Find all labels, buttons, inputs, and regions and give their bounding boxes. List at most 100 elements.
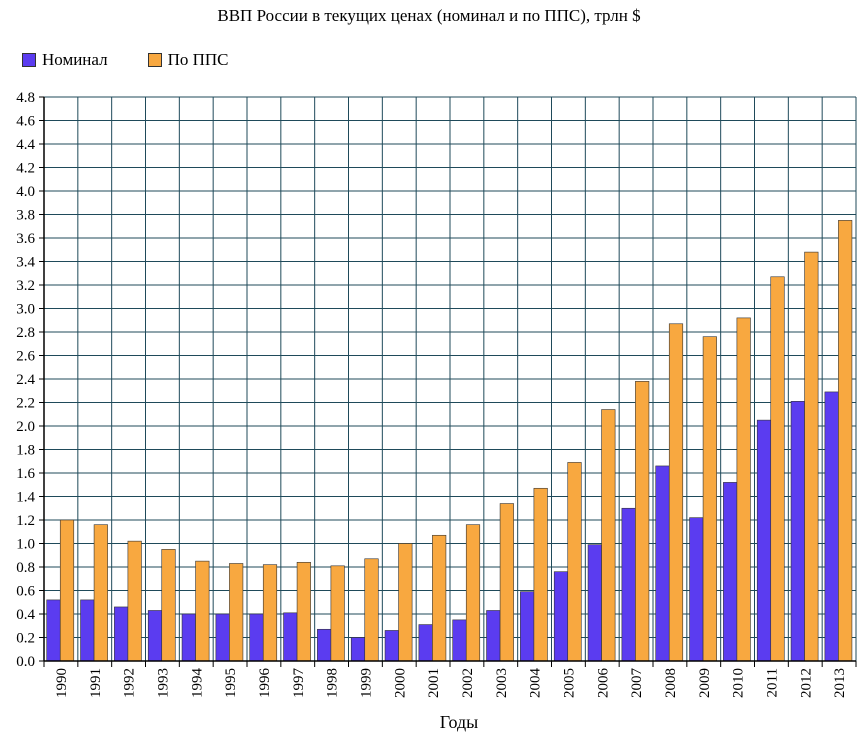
bar-nominal [249,613,264,662]
x-tick-label: 1991 [88,668,104,698]
bar-nominal [215,613,230,662]
bar-nominal [723,482,738,662]
bar-ppp [93,524,108,662]
bar-nominal [181,613,196,662]
bar-ppp [465,524,481,662]
bar-nominal [587,544,602,662]
y-tick-label: 4.6 [16,114,35,130]
bar-ppp [702,336,717,662]
y-tick-label: 1.2 [16,513,35,529]
bar-nominal [317,628,332,662]
y-tick-label: 2.2 [16,396,35,412]
x-tick-label: 2002 [460,668,476,698]
x-tick-label: 1990 [54,668,70,698]
y-tick-label: 3.6 [16,231,35,247]
bar-ppp [601,409,616,662]
legend-item-ppp: По ППС [147,50,229,70]
bar-ppp [432,534,447,662]
bar-ppp [296,561,311,662]
bar-ppp [195,560,210,662]
bar-nominal [283,612,298,662]
bar-ppp [229,563,244,662]
bar-ppp [736,317,751,662]
bar-ppp [838,220,853,662]
bar-ppp [127,540,142,662]
x-tick-label: 1997 [291,668,307,699]
chart-title: ВВП России в текущих ценах (номинал и по… [217,6,641,25]
y-tick-label: 0.8 [16,560,35,576]
bar-nominal [384,630,399,662]
x-tick-label: 1999 [358,668,374,698]
y-tick-label: 1.4 [16,490,35,506]
x-tick-label: 1996 [257,668,273,699]
x-tick-label: 2005 [561,668,577,698]
bar-ppp [59,519,75,662]
bar-nominal [147,610,163,662]
y-tick-label: 3.0 [16,302,35,318]
legend-item-nominal: Номинал [22,50,108,70]
bar-nominal [452,619,467,662]
bar-nominal [553,571,569,662]
chart-legend: Номинал По ППС [22,50,269,70]
y-tick-label: 2.0 [16,419,35,435]
bar-nominal [114,606,129,662]
y-tick-label: 4.4 [16,137,35,153]
x-tick-label: 2009 [697,668,713,698]
y-tick-label: 2.8 [16,325,35,341]
y-tick-label: 0.4 [16,607,35,623]
y-tick-label: 1.6 [16,466,35,482]
x-tick-label: 2006 [595,668,611,699]
y-tick-label: 3.8 [16,208,35,224]
bar-nominal [790,401,805,662]
y-tick-label: 1.0 [16,537,35,553]
bar-ppp [804,251,819,662]
x-tick-label: 1994 [189,668,205,699]
y-tick-label: 0.6 [16,584,35,600]
x-tick-label: 2003 [494,668,510,698]
bar-nominal [350,637,366,662]
bar-ppp [262,564,278,662]
y-tick-label: 2.4 [16,372,35,388]
y-tick-label: 4.2 [16,161,35,177]
legend-label-ppp: По ППС [167,50,229,69]
legend-label-nominal: Номинал [42,50,108,69]
x-tick-label: 2000 [392,668,408,698]
bar-ppp [635,381,650,662]
x-tick-label: 2001 [426,668,442,698]
y-tick-label: 3.4 [16,255,35,271]
legend-swatch-nominal [22,53,36,67]
x-tick-label: 2004 [528,668,544,699]
x-tick-label: 2007 [629,668,645,699]
bar-nominal [621,507,636,662]
x-tick-label: 1995 [223,668,239,698]
bar-ppp [364,558,379,662]
y-tick-label: 3.2 [16,278,35,294]
x-tick-label: 1992 [122,668,138,698]
x-tick-label: 1998 [325,668,341,698]
bar-ppp [161,549,176,662]
x-tick-label: 1993 [155,668,171,698]
bar-nominal [756,419,772,662]
bar-nominal [824,391,839,662]
bar-ppp [567,462,582,662]
bar-ppp [499,503,514,662]
bar-nominal [486,610,501,662]
x-tick-label: 2010 [731,668,747,698]
x-tick-label: 2013 [832,668,848,698]
bar-ppp [533,487,548,662]
bar-ppp [770,276,785,662]
y-tick-label: 2.6 [16,349,35,365]
bar-nominal [80,599,95,662]
bar-nominal [418,624,433,662]
legend-swatch-ppp [147,53,162,67]
x-tick-label: 2008 [663,668,679,698]
bar-ppp [398,543,413,662]
y-tick-label: 4.0 [16,184,35,200]
y-tick-label: 1.8 [16,443,35,459]
bar-nominal [689,517,704,662]
y-tick-label: 0.0 [16,654,35,670]
y-tick-label: 0.2 [16,631,35,647]
bar-ppp [668,323,684,662]
x-tick-label: 2012 [798,668,814,698]
